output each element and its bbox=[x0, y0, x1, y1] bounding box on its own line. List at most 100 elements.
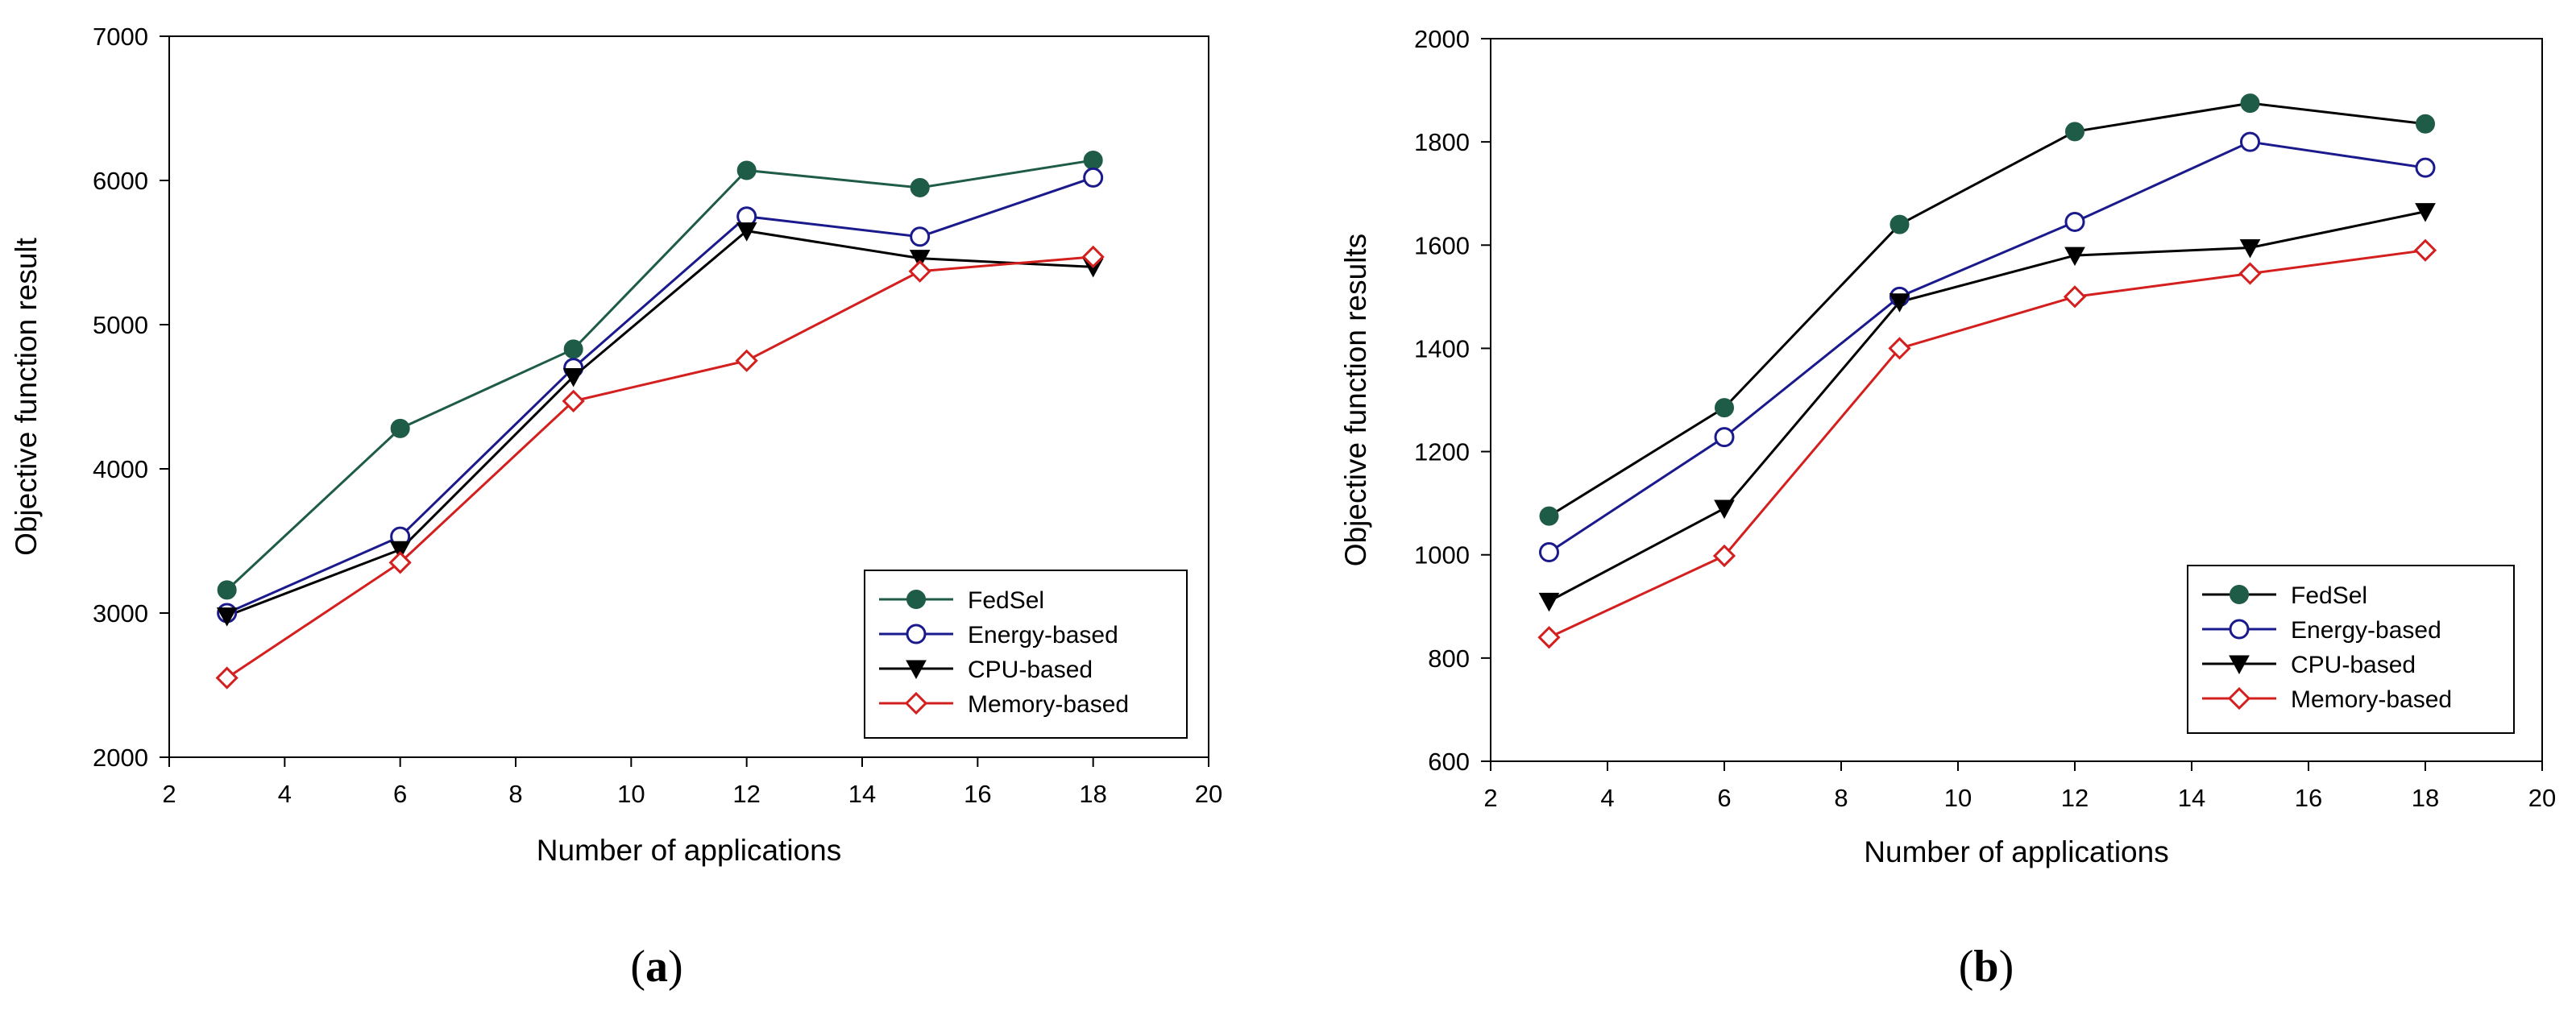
data-point-energy-based bbox=[1083, 167, 1104, 188]
caption-letter: b bbox=[1973, 942, 1998, 992]
x-tick-label: 12 bbox=[2061, 784, 2089, 812]
y-tick-label: 7000 bbox=[93, 23, 148, 51]
legend-label-memory-based: Memory-based bbox=[968, 691, 1129, 718]
x-tick-label: 10 bbox=[1944, 784, 1972, 812]
data-point-energy-based bbox=[2064, 211, 2085, 232]
legend-marker-fedsel bbox=[906, 590, 926, 609]
y-tick-label: 1600 bbox=[1414, 231, 1470, 259]
data-point-cpu-based bbox=[1889, 293, 1910, 313]
data-point-memory-based bbox=[562, 389, 585, 412]
x-tick-label: 18 bbox=[1079, 780, 1106, 808]
caption-paren-close: ) bbox=[668, 942, 683, 992]
data-point-memory-based bbox=[1888, 337, 1911, 360]
data-point-fedsel bbox=[910, 177, 930, 197]
y-tick-label: 4000 bbox=[93, 455, 148, 483]
caption-letter: a bbox=[645, 942, 668, 992]
x-tick-label: 4 bbox=[1600, 784, 1614, 812]
legend-marker-memory-based bbox=[904, 691, 928, 715]
data-point-cpu-based bbox=[2239, 238, 2261, 259]
series-line-cpu-based bbox=[1548, 210, 2426, 603]
plot-frame bbox=[168, 35, 1209, 758]
y-tick-label: 3000 bbox=[93, 599, 148, 628]
x-tick-label: 14 bbox=[848, 780, 876, 808]
x-tick-label: 2 bbox=[162, 780, 176, 808]
data-point-cpu-based bbox=[2415, 203, 2436, 222]
series-line-energy-based bbox=[226, 176, 1094, 615]
data-point-memory-based bbox=[388, 551, 412, 574]
x-axis-label: Number of applications bbox=[1864, 835, 2168, 868]
series-line-fedsel bbox=[1548, 102, 2426, 517]
data-point-memory-based bbox=[1537, 626, 1561, 649]
y-tick-label: 600 bbox=[1428, 748, 1470, 776]
data-point-energy-based bbox=[2240, 131, 2260, 152]
data-point-cpu-based bbox=[2064, 247, 2085, 267]
series-line-memory-based bbox=[1548, 249, 2426, 639]
y-tick-label: 800 bbox=[1428, 644, 1470, 673]
caption-paren-open: ( bbox=[1959, 942, 1974, 992]
data-point-cpu-based bbox=[736, 222, 757, 242]
plot-frame bbox=[1490, 38, 2543, 762]
data-point-fedsel bbox=[2416, 114, 2435, 134]
data-point-cpu-based bbox=[389, 541, 411, 561]
data-point-memory-based bbox=[2238, 262, 2262, 285]
data-point-cpu-based bbox=[1538, 592, 1560, 612]
y-tick-label: 2000 bbox=[93, 744, 148, 772]
y-tick-label: 5000 bbox=[93, 311, 148, 339]
legend-marker-cpu-based bbox=[2229, 655, 2250, 675]
data-point-memory-based bbox=[1712, 544, 1736, 568]
data-point-fedsel bbox=[390, 418, 410, 438]
x-tick-label: 8 bbox=[1834, 784, 1848, 812]
series-line-energy-based bbox=[1548, 140, 2426, 553]
x-tick-label: 4 bbox=[278, 780, 292, 808]
data-point-fedsel bbox=[1889, 214, 1910, 234]
data-point-cpu-based bbox=[909, 250, 931, 269]
x-tick-label: 8 bbox=[508, 780, 522, 808]
data-point-fedsel bbox=[2240, 93, 2260, 114]
x-tick-label: 20 bbox=[1195, 780, 1222, 808]
data-point-energy-based bbox=[2415, 157, 2436, 178]
data-point-fedsel bbox=[1539, 506, 1559, 526]
x-tick-label: 6 bbox=[1717, 784, 1731, 812]
data-point-fedsel bbox=[736, 160, 757, 180]
data-point-energy-based bbox=[910, 226, 931, 247]
caption-paren-close: ) bbox=[1999, 942, 2014, 992]
data-point-cpu-based bbox=[216, 607, 238, 627]
data-point-energy-based bbox=[1539, 542, 1559, 563]
data-point-energy-based bbox=[1714, 427, 1735, 448]
series-line-memory-based bbox=[226, 255, 1093, 679]
data-point-fedsel bbox=[1715, 398, 1734, 418]
data-point-fedsel bbox=[1083, 150, 1103, 170]
x-tick-label: 6 bbox=[393, 780, 407, 808]
panel-caption: (b) bbox=[1959, 942, 2014, 992]
y-tick-label: 1000 bbox=[1414, 541, 1470, 570]
y-tick-label: 1200 bbox=[1414, 438, 1470, 466]
caption-paren-open: ( bbox=[630, 942, 645, 992]
legend-marker-fedsel bbox=[2230, 585, 2249, 604]
chart-panel-a: 2 4 6 8 10 12 14 16 18 20 2000 3000 4000 5000 6000 7000… bbox=[10, 23, 1222, 992]
data-point-memory-based bbox=[215, 666, 239, 690]
data-point-fedsel bbox=[217, 580, 237, 600]
data-point-memory-based bbox=[2063, 285, 2087, 309]
chart-panel-b: 2 4 6 8 10 12 14 16 18 20 600 800 1000 1200 1400 1600 18… bbox=[1339, 25, 2556, 992]
x-tick-label: 12 bbox=[732, 780, 760, 808]
legend-marker-memory-based bbox=[2227, 686, 2251, 711]
data-point-fedsel bbox=[563, 339, 583, 359]
series-line-fedsel bbox=[226, 159, 1093, 591]
legend-marker-energy-based bbox=[2229, 619, 2250, 640]
legend-label-memory-based: Memory-based bbox=[2291, 686, 2452, 713]
legend-label-fedsel: FedSel bbox=[2291, 582, 2367, 609]
y-tick-label: 2000 bbox=[1414, 25, 1470, 53]
legend-label-cpu-based: CPU-based bbox=[968, 657, 1093, 683]
legend-label-fedsel: FedSel bbox=[968, 587, 1044, 614]
y-tick-label: 1400 bbox=[1414, 334, 1470, 363]
x-tick-label: 16 bbox=[2295, 784, 2322, 812]
x-tick-label: 2 bbox=[1483, 784, 1497, 812]
data-point-fedsel bbox=[2065, 122, 2084, 142]
legend-marker-cpu-based bbox=[906, 660, 927, 680]
y-tick-label: 6000 bbox=[93, 167, 148, 195]
data-point-memory-based bbox=[908, 259, 931, 283]
x-tick-label: 10 bbox=[617, 780, 645, 808]
legend-label-energy-based: Energy-based bbox=[968, 622, 1118, 648]
legend-label-energy-based: Energy-based bbox=[2291, 617, 2441, 644]
